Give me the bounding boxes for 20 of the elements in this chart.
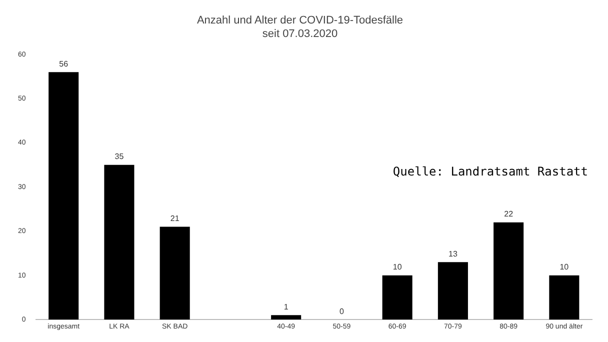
data-label: 0 — [339, 306, 344, 316]
bar — [48, 72, 79, 320]
chart-subtitle: seit 07.03.2020 — [262, 28, 338, 40]
bar — [494, 222, 524, 320]
bar — [549, 275, 580, 320]
bar — [160, 226, 190, 320]
bar — [104, 164, 134, 320]
data-label: 10 — [560, 262, 570, 272]
bar — [271, 315, 302, 320]
data-label: 10 — [392, 262, 402, 272]
bar — [382, 275, 412, 320]
data-label: 56 — [59, 59, 69, 68]
chart-title: Anzahl und Alter der COVID-19-Todesfälle — [196, 14, 404, 27]
data-label: 35 — [114, 152, 124, 162]
data-label: 21 — [170, 214, 180, 223]
annotation: Quelle: Landratsamt Rastatt — [392, 164, 588, 179]
data-label: 22 — [504, 210, 514, 219]
data-label: 1 — [284, 302, 289, 312]
data-label: 13 — [448, 249, 458, 258]
bar — [438, 262, 468, 320]
